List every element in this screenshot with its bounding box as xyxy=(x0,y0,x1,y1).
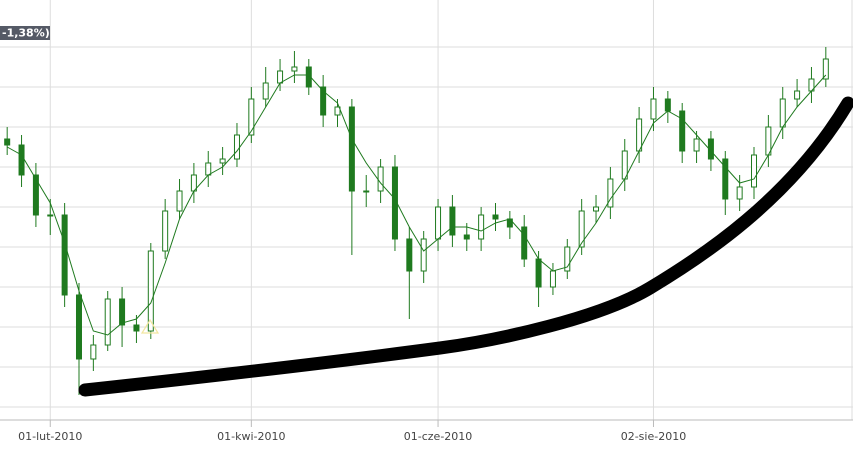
moving-average xyxy=(6,74,827,336)
candle-body xyxy=(47,214,54,217)
candle-body xyxy=(578,210,585,248)
candle-body xyxy=(377,166,384,192)
candle-body xyxy=(248,98,255,136)
badge-bg xyxy=(0,26,50,40)
candle-body xyxy=(779,98,786,128)
candle-body xyxy=(449,206,456,236)
hand-drawn-trend xyxy=(78,96,853,397)
x-tick-label: 02-sie-2010 xyxy=(621,430,686,443)
candle-body xyxy=(176,190,183,212)
candle-body xyxy=(492,214,499,220)
candle-body xyxy=(722,158,729,200)
candle-body xyxy=(822,58,829,80)
candle-body xyxy=(18,144,25,176)
candle-body xyxy=(75,294,82,360)
candle-body xyxy=(521,226,528,260)
candle-body xyxy=(233,134,240,160)
candle-body xyxy=(607,178,614,208)
x-tick-label: 01-kwi-2010 xyxy=(217,430,285,443)
candle-body xyxy=(32,174,39,216)
candle-body xyxy=(478,214,485,240)
candle-body xyxy=(794,90,801,100)
candle-body xyxy=(549,270,556,288)
candle-body xyxy=(162,210,169,252)
candle-body xyxy=(664,98,671,112)
candle-body xyxy=(133,324,140,332)
candle-body xyxy=(262,82,269,100)
candle-body xyxy=(420,238,427,272)
candle-body xyxy=(205,162,212,176)
candle-body xyxy=(650,98,657,120)
grid xyxy=(0,0,853,420)
candle-body xyxy=(636,118,643,152)
candle-body xyxy=(679,110,686,152)
candle-body xyxy=(4,138,11,146)
candle-body xyxy=(736,186,743,200)
candle-body xyxy=(348,106,355,192)
badge: -1,38%) xyxy=(2,27,50,40)
x-tick-label: 01-lut-2010 xyxy=(18,430,82,443)
plot xyxy=(4,47,829,395)
candle-body xyxy=(363,190,370,193)
candle-body xyxy=(506,218,513,228)
candle-body xyxy=(535,258,542,288)
candle-body xyxy=(61,214,68,296)
candle-body xyxy=(751,154,758,188)
candle-body xyxy=(435,206,442,240)
candle-body xyxy=(564,246,571,272)
candle-body xyxy=(406,238,413,272)
candle-body xyxy=(593,206,600,212)
candle-body xyxy=(320,86,327,116)
candle-body xyxy=(277,70,284,84)
candle-body xyxy=(119,298,126,326)
candle-body xyxy=(334,106,341,116)
warning-icon xyxy=(140,318,160,334)
candle-body xyxy=(693,138,700,152)
candle-body xyxy=(291,66,298,72)
candle-body xyxy=(463,234,470,240)
x-tick-label: 01-cze-2010 xyxy=(404,430,473,443)
candle-body xyxy=(90,344,97,360)
candle-body xyxy=(147,250,154,332)
candle-body xyxy=(104,298,111,346)
candle-body xyxy=(707,138,714,160)
candle-body xyxy=(305,66,312,88)
candle-body xyxy=(219,158,226,164)
